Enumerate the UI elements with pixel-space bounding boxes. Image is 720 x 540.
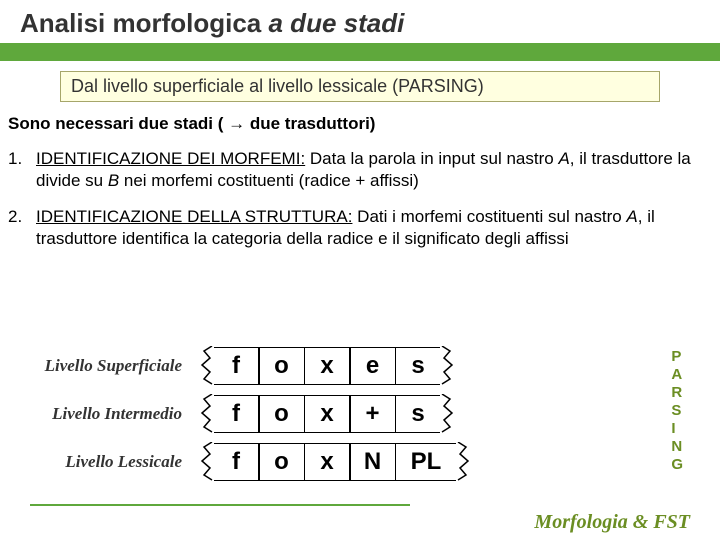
tape-row: Livello Intermediofox+s [20,393,700,435]
tape-cell: e [351,347,395,385]
parsing-letter: P [671,348,684,366]
jagged-edge-icon [456,443,470,481]
tape-cell: + [351,395,395,433]
list-text: Data la parola in input sul nastro [305,149,558,168]
parsing-letter: S [671,402,684,420]
list-heading: IDENTIFICAZIONE DELLA STRUTTURA: [36,207,352,226]
subtitle-box: Dal livello superficiale al livello less… [60,71,660,102]
tape: foxNPL [200,443,470,481]
tape-row: Livello LessicalefoxNPL [20,441,700,483]
list-text: A [558,149,569,168]
parsing-letter: N [671,438,684,456]
list-text: Dati i morfemi costituenti sul nastro [352,207,626,226]
title-italic: a due stadi [269,8,405,38]
footer-text: Morfologia & FST [534,511,690,534]
tape-cell: x [305,347,349,385]
header-accent-bar [0,43,720,61]
list-body: IDENTIFICAZIONE DELLA STRUTTURA: Dati i … [36,206,712,250]
tape-diagram: Livello SuperficialefoxesLivello Interme… [20,345,700,489]
tape-cell: o [260,395,304,433]
list-body: IDENTIFICAZIONE DEI MORFEMI: Data la par… [36,148,712,192]
tape-cell: f [214,443,258,481]
jagged-edge-icon [440,395,454,433]
tape: foxes [200,347,454,385]
jagged-edge-icon [200,443,214,481]
parsing-letter: R [671,384,684,402]
tape-row: Livello Superficialefoxes [20,345,700,387]
tape-row-label: Livello Superficiale [20,356,200,376]
parsing-letter: I [671,420,684,438]
tape-cell: x [305,395,349,433]
list-number: 1. [8,148,36,192]
ordered-list: 1.IDENTIFICAZIONE DEI MORFEMI: Data la p… [8,148,712,250]
jagged-edge-icon [200,395,214,433]
tape-cell: x [305,443,349,481]
list-heading: IDENTIFICAZIONE DEI MORFEMI: [36,149,305,168]
list-number: 2. [8,206,36,250]
tape-cell: PL [396,443,456,481]
tape-cell: f [214,347,258,385]
parsing-vertical-label: PARSING [671,348,684,474]
tape: fox+s [200,395,454,433]
intro-text: Sono necessari due stadi ( → due trasdut… [8,114,712,134]
tape-cell: o [260,347,304,385]
tape-cell: f [214,395,258,433]
slide-title: Analisi morfologica a due stadi [20,8,700,39]
parsing-letter: G [671,456,684,474]
list-item: 1.IDENTIFICAZIONE DEI MORFEMI: Data la p… [8,148,712,192]
jagged-edge-icon [440,347,454,385]
tape-row-label: Livello Intermedio [20,404,200,424]
subtitle-text: Dal livello superficiale al livello less… [71,76,484,96]
tape-cell: s [396,395,440,433]
tape-row-label: Livello Lessicale [20,452,200,472]
footer-rule [30,504,410,506]
title-plain: Analisi morfologica [20,8,269,38]
tape-cell: N [351,443,395,481]
list-item: 2.IDENTIFICAZIONE DELLA STRUTTURA: Dati … [8,206,712,250]
list-text: nei morfemi costituenti (radice + affiss… [119,171,419,190]
arrow-icon: → [228,114,245,133]
intro-post: due trasduttori) [245,114,375,133]
parsing-letter: A [671,366,684,384]
list-text: B [108,171,119,190]
tape-cell: o [260,443,304,481]
jagged-edge-icon [200,347,214,385]
tape-cell: s [396,347,440,385]
intro-pre: Sono necessari due stadi ( [8,114,228,133]
list-text: A [626,207,637,226]
